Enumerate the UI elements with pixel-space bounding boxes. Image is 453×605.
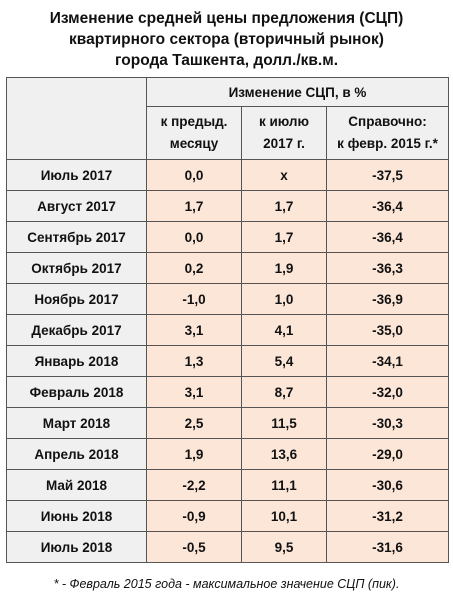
table-row: Декабрь 2017 3,1 4,1 -35,0 <box>6 314 450 346</box>
title-line-2: квартирного сектора (вторичный рынок) <box>69 31 384 48</box>
change-feb-2015-cell: -36,4 <box>325 190 450 222</box>
table-row: Май 2018 -2,2 11,1 -30,6 <box>6 469 450 501</box>
table-row: Ноябрь 2017 -1,0 1,0 -36,9 <box>6 283 450 315</box>
change-july-2017-cell: 11,5 <box>241 407 327 439</box>
change-feb-2015-cell: -36,9 <box>325 283 450 315</box>
table-row: Февраль 2018 3,1 8,7 -32,0 <box>6 376 450 408</box>
month-cell: Январь 2018 <box>6 345 147 377</box>
month-cell: Март 2018 <box>6 407 147 439</box>
column-header-line: месяцу <box>169 136 219 151</box>
column-header-feb-2015: Справочно: к февр. 2015 г.* <box>325 106 450 160</box>
month-cell: Май 2018 <box>6 469 147 501</box>
column-header-line: к февр. 2015 г.* <box>337 136 438 151</box>
change-feb-2015-cell: -36,3 <box>325 252 450 284</box>
change-july-2017-cell: 4,1 <box>241 314 327 346</box>
table-row: Июль 2018 -0,5 9,5 -31,6 <box>6 531 450 563</box>
change-july-2017-cell: 1,7 <box>241 190 327 222</box>
change-july-2017-cell: 1,7 <box>241 221 327 253</box>
table-row: Июнь 2018 -0,9 10,1 -31,2 <box>6 500 450 532</box>
change-feb-2015-cell: -30,6 <box>325 469 450 501</box>
month-cell: Август 2017 <box>6 190 147 222</box>
column-header-line: к июлю <box>258 114 310 129</box>
month-cell: Июнь 2018 <box>6 500 147 532</box>
table-row: Август 2017 1,7 1,7 -36,4 <box>6 190 450 222</box>
column-header-line: Справочно: <box>348 114 427 129</box>
change-july-2017-cell: 9,5 <box>241 531 327 563</box>
change-prev-month-cell: -2,2 <box>146 469 242 501</box>
column-header-july-2017: к июлю 2017 г. <box>241 106 327 160</box>
change-prev-month-cell: 1,3 <box>146 345 242 377</box>
change-feb-2015-cell: -31,2 <box>325 500 450 532</box>
table-row: Январь 2018 1,3 5,4 -34,1 <box>6 345 450 377</box>
page-title: Изменение средней цены предложения (СЦП)… <box>0 8 453 71</box>
change-prev-month-cell: 3,1 <box>146 376 242 408</box>
change-feb-2015-cell: -37,5 <box>325 159 450 191</box>
change-prev-month-cell: 0,0 <box>146 221 242 253</box>
change-feb-2015-cell: -34,1 <box>325 345 450 377</box>
month-cell: Июль 2017 <box>6 159 147 191</box>
month-cell: Февраль 2018 <box>6 376 147 408</box>
footnote: * - Февраль 2015 года - максимальное зна… <box>53 577 400 591</box>
group-header: Изменение СЦП, в % <box>145 77 450 107</box>
change-prev-month-cell: 1,7 <box>146 190 242 222</box>
change-july-2017-cell: 8,7 <box>241 376 327 408</box>
change-prev-month-cell: -0,9 <box>146 500 242 532</box>
change-prev-month-cell: -0,5 <box>146 531 242 563</box>
change-prev-month-cell: 2,5 <box>146 407 242 439</box>
change-july-2017-cell: 11,1 <box>241 469 327 501</box>
change-prev-month-cell: 0,2 <box>146 252 242 284</box>
change-feb-2015-cell: -35,0 <box>325 314 450 346</box>
change-feb-2015-cell: -31,6 <box>325 531 450 563</box>
title-line-1: Изменение средней цены предложения (СЦП) <box>49 10 404 27</box>
month-cell: Апрель 2018 <box>6 438 147 470</box>
change-feb-2015-cell: -36,4 <box>325 221 450 253</box>
month-cell: Июль 2018 <box>6 531 147 563</box>
change-prev-month-cell: 1,9 <box>146 438 242 470</box>
title-line-3: города Ташкента, долл./кв.м. <box>115 52 338 69</box>
table-row: Сентябрь 2017 0,0 1,7 -36,4 <box>6 221 450 253</box>
change-july-2017-cell: 1,0 <box>241 283 327 315</box>
change-prev-month-cell: -1,0 <box>146 283 242 315</box>
month-cell: Ноябрь 2017 <box>6 283 147 315</box>
table-row: Июль 2017 0,0 x -37,5 <box>6 159 450 191</box>
change-july-2017-cell: 5,4 <box>241 345 327 377</box>
change-feb-2015-cell: -29,0 <box>325 438 450 470</box>
price-change-table: Изменение СЦП, в % к предыд. месяцу к ию… <box>6 77 450 563</box>
month-cell: Декабрь 2017 <box>6 314 147 346</box>
change-prev-month-cell: 0,0 <box>146 159 242 191</box>
column-header-prev-month: к предыд. месяцу <box>146 106 242 160</box>
month-cell: Октябрь 2017 <box>6 252 147 284</box>
change-july-2017-cell: 10,1 <box>241 500 327 532</box>
column-header-line: к предыд. <box>160 114 228 129</box>
change-july-2017-cell: 13,6 <box>241 438 327 470</box>
change-feb-2015-cell: -32,0 <box>325 376 450 408</box>
table-row: Апрель 2018 1,9 13,6 -29,0 <box>6 438 450 470</box>
table-row: Март 2018 2,5 11,5 -30,3 <box>6 407 450 439</box>
column-header-line: 2017 г. <box>263 136 305 151</box>
change-feb-2015-cell: -30,3 <box>325 407 450 439</box>
change-july-2017-cell: x <box>241 159 327 191</box>
table-body: Июль 2017 0,0 x -37,5 Август 2017 1,7 1,7 -36,4… <box>6 159 450 563</box>
month-cell: Сентябрь 2017 <box>6 221 147 253</box>
table-subheader-row: к предыд. месяцу к июлю 2017 г. Справочн… <box>7 106 450 160</box>
table-header-row: Изменение СЦП, в % <box>6 77 450 160</box>
table-row: Октябрь 2017 0,2 1,9 -36,3 <box>6 252 450 284</box>
change-july-2017-cell: 1,9 <box>241 252 327 284</box>
change-prev-month-cell: 3,1 <box>146 314 242 346</box>
header-corner-cell <box>6 77 147 160</box>
